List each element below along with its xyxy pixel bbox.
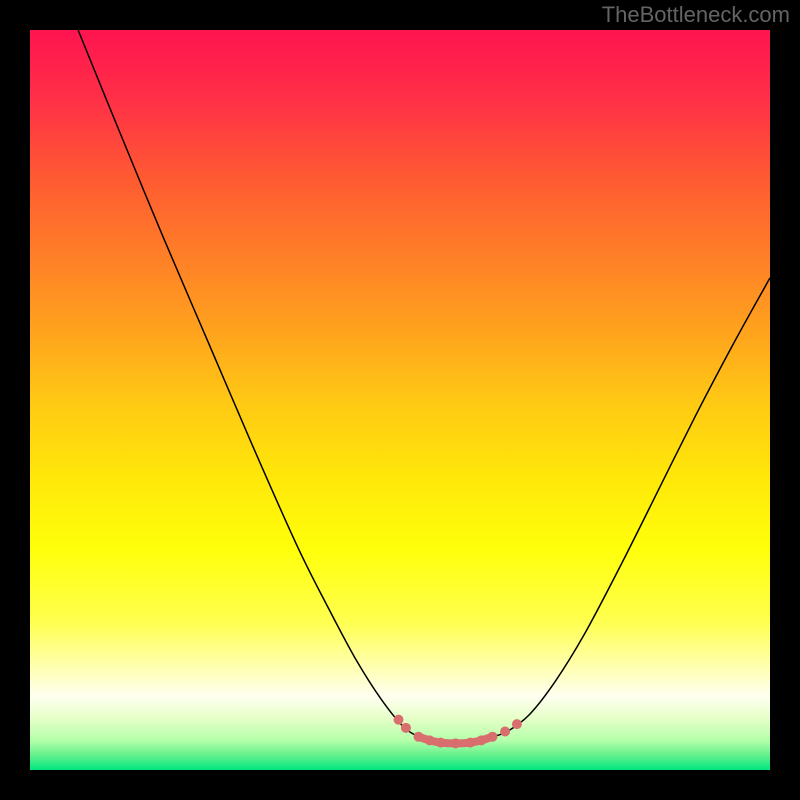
plot-area [30, 30, 770, 770]
watermark-text: TheBottleneck.com [602, 2, 790, 28]
bottleneck-curve [30, 30, 770, 770]
